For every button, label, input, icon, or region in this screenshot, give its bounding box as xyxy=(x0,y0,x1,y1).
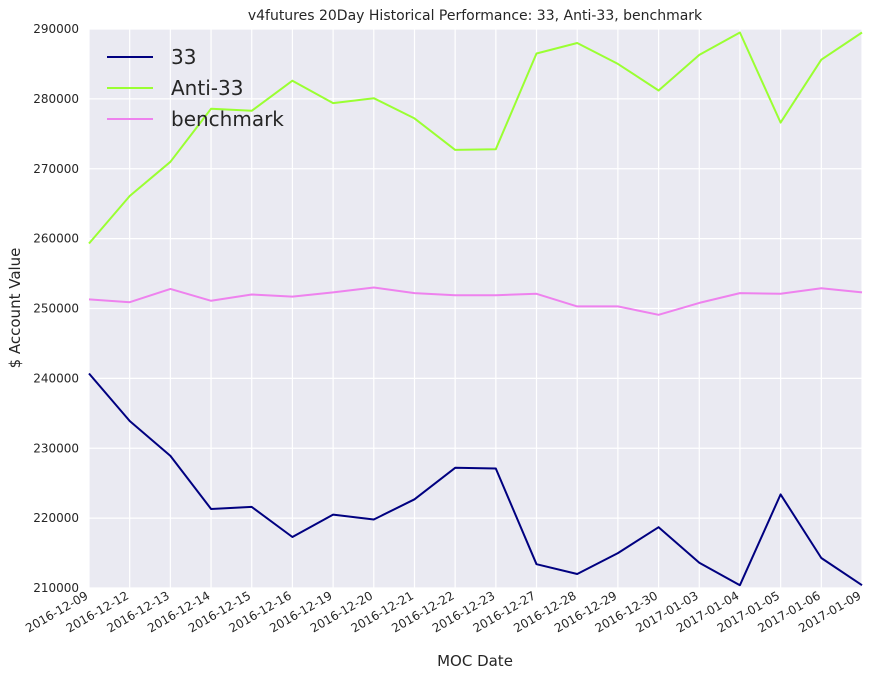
legend-item: Anti-33 xyxy=(107,76,243,100)
y-tick-label: 290000 xyxy=(33,22,79,36)
y-tick-labels: 210000 220000 230000 240000 250000 260000 2700… xyxy=(33,22,79,595)
y-tick-label: 260000 xyxy=(33,232,79,246)
y-tick-label: 240000 xyxy=(33,371,79,385)
series-line-33 xyxy=(88,372,863,587)
chart-title: v4futures 20Day Historical Performance: … xyxy=(248,8,703,24)
series-line-benchmark xyxy=(88,286,863,316)
series-line-anti-33 xyxy=(88,31,863,245)
legend: 33 Anti-33 benchmark xyxy=(107,45,284,131)
grid-lines xyxy=(88,28,863,589)
legend-label: 33 xyxy=(171,45,196,69)
series-layer xyxy=(88,31,863,587)
y-tick-label: 220000 xyxy=(33,511,79,525)
y-tick-label: 250000 xyxy=(33,302,79,316)
y-tick-label: 280000 xyxy=(33,92,79,106)
y-axis-label: $ Account Value xyxy=(6,248,24,369)
legend-item: benchmark xyxy=(107,107,284,131)
y-tick-label: 270000 xyxy=(33,162,79,176)
legend-item: 33 xyxy=(107,45,196,69)
legend-label: benchmark xyxy=(171,107,284,131)
y-tick-label: 230000 xyxy=(33,441,79,455)
y-tick-label: 210000 xyxy=(33,581,79,595)
x-axis-label: MOC Date xyxy=(437,652,513,670)
legend-label: Anti-33 xyxy=(171,76,243,100)
x-tick-labels: 2016-12-092016-12-122016-12-132016-12-14… xyxy=(23,588,863,635)
